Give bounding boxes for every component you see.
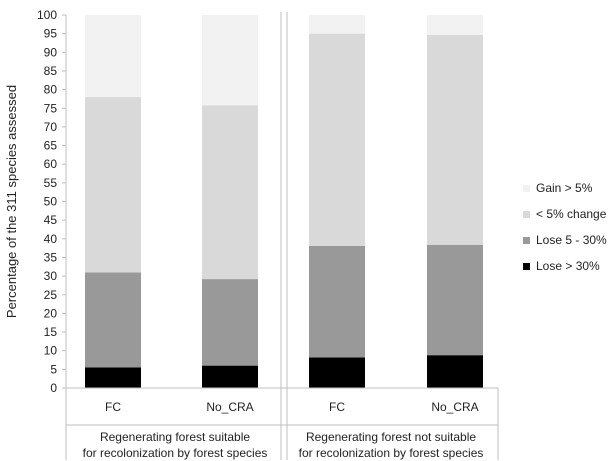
x-axis: FC No_CRA FC No_CRA Regenerating forest suit… (65, 12, 499, 460)
bar-segment (309, 245, 365, 358)
legend-label: Lose 5 - 30% (536, 233, 607, 247)
bar-segment (202, 105, 258, 280)
y-tick-label: 45 (44, 213, 58, 227)
y-axis: 0 5 10 15 20 25 30 35 40 45 50 55 60 65 70 75 80 85 90 95 10… (37, 8, 67, 395)
bar-segment (427, 34, 483, 245)
category-label: FC (329, 400, 345, 414)
bar-segment (427, 244, 483, 356)
bar-segment (202, 15, 258, 106)
y-axis-title: Percentage of the 311 species assessed (4, 85, 19, 318)
legend-swatch (523, 263, 530, 270)
category-label: FC (105, 400, 121, 414)
y-tick-label: 25 (44, 288, 58, 302)
bar-segment (85, 272, 141, 368)
y-tick-label: 0 (50, 381, 57, 395)
legend-swatch (523, 237, 530, 244)
y-tick-label: 5 (50, 362, 57, 376)
bar-segment (309, 33, 365, 246)
y-tick-label: 95 (44, 27, 58, 41)
bars (85, 15, 483, 388)
category-label: No_CRA (206, 400, 253, 414)
bar-segment (202, 279, 258, 366)
bar-segment (85, 97, 141, 273)
legend-swatch (523, 211, 530, 218)
bar-segment (309, 357, 365, 388)
y-tick-label: 40 (44, 232, 58, 246)
y-tick-label: 80 (44, 83, 58, 97)
legend-swatch (523, 185, 530, 192)
y-tick-label: 75 (44, 101, 58, 115)
y-tick-label: 85 (44, 64, 58, 78)
y-tick-label: 65 (44, 139, 58, 153)
y-tick-label: 15 (44, 325, 58, 339)
group-label-line1: Regenerating forest suitable (100, 430, 250, 444)
legend-label: Gain > 5% (536, 181, 593, 195)
y-tick-label: 35 (44, 250, 58, 264)
y-tick-label: 60 (44, 157, 58, 171)
group-label-line1: Regenerating forest not suitable (306, 430, 476, 444)
bar-segment (85, 15, 141, 98)
y-tick-label: 20 (44, 306, 58, 320)
y-tick-label: 10 (44, 344, 58, 358)
y-tick-label: 55 (44, 176, 58, 190)
y-tick-label: 90 (44, 45, 58, 59)
legend-label: < 5% change (536, 207, 607, 221)
y-tick-label: 30 (44, 269, 58, 283)
y-tick-label: 100 (37, 8, 57, 22)
legend: Gain > 5% < 5% change Lose 5 - 30% Lose > 3… (523, 181, 607, 273)
bar-segment (427, 355, 483, 388)
group-label-line2: for recolonization by forest species (83, 446, 268, 460)
bar-segment (202, 365, 258, 388)
legend-label: Lose > 30% (536, 259, 600, 273)
group-label-line2: for recolonization by forest species (299, 446, 484, 460)
bar-segment (85, 367, 141, 388)
bar-segment (309, 15, 365, 34)
category-label: No_CRA (431, 400, 478, 414)
y-tick-label: 50 (44, 195, 58, 209)
y-tick-label: 70 (44, 120, 58, 134)
bar-segment (427, 15, 483, 35)
